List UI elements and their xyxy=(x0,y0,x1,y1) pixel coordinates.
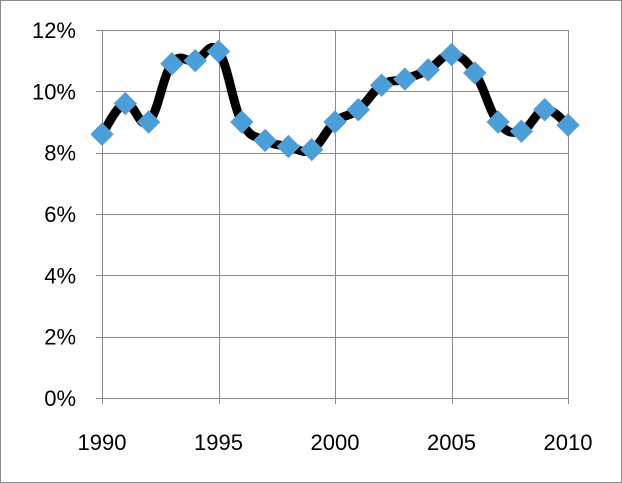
axes xyxy=(96,30,569,404)
y-tick-label: 4% xyxy=(44,263,76,288)
x-tick-label: 1990 xyxy=(78,430,127,455)
data-point-marker xyxy=(393,67,417,91)
y-tick-label: 2% xyxy=(44,325,76,350)
data-point-marker xyxy=(486,110,510,134)
y-tick-label: 10% xyxy=(32,79,76,104)
data-point-marker xyxy=(230,110,254,134)
tick-labels: 0% 2% 4% 6% 8% 10% 12% 1990 1995 2000 20… xyxy=(32,18,593,455)
series xyxy=(90,39,580,162)
y-tick-label: 8% xyxy=(44,141,76,166)
data-point-marker xyxy=(299,137,324,162)
y-tick-label: 0% xyxy=(44,386,76,411)
data-point-marker xyxy=(90,122,114,146)
data-point-marker xyxy=(113,91,138,116)
data-point-marker xyxy=(136,110,161,134)
data-point-marker xyxy=(206,39,231,64)
data-point-marker xyxy=(439,42,464,67)
data-point-marker xyxy=(556,113,580,137)
data-point-marker xyxy=(416,58,440,82)
y-tick-label: 12% xyxy=(32,18,76,43)
data-point-marker xyxy=(183,48,207,73)
y-tick-label: 6% xyxy=(44,202,76,227)
data-point-marker xyxy=(463,61,487,85)
data-point-marker xyxy=(323,110,347,134)
data-point-marker xyxy=(509,119,534,143)
data-point-marker xyxy=(160,52,184,76)
data-point-marker xyxy=(276,134,301,159)
data-point-marker xyxy=(346,98,371,122)
x-tick-label: 2005 xyxy=(427,430,476,455)
data-point-marker xyxy=(253,128,277,153)
data-point-marker xyxy=(369,73,394,97)
data-point-marker xyxy=(532,98,557,122)
x-tick-label: 2010 xyxy=(544,430,593,455)
gridlines xyxy=(102,30,569,399)
x-tick-label: 2000 xyxy=(311,430,360,455)
x-tick-label: 1995 xyxy=(194,430,243,455)
